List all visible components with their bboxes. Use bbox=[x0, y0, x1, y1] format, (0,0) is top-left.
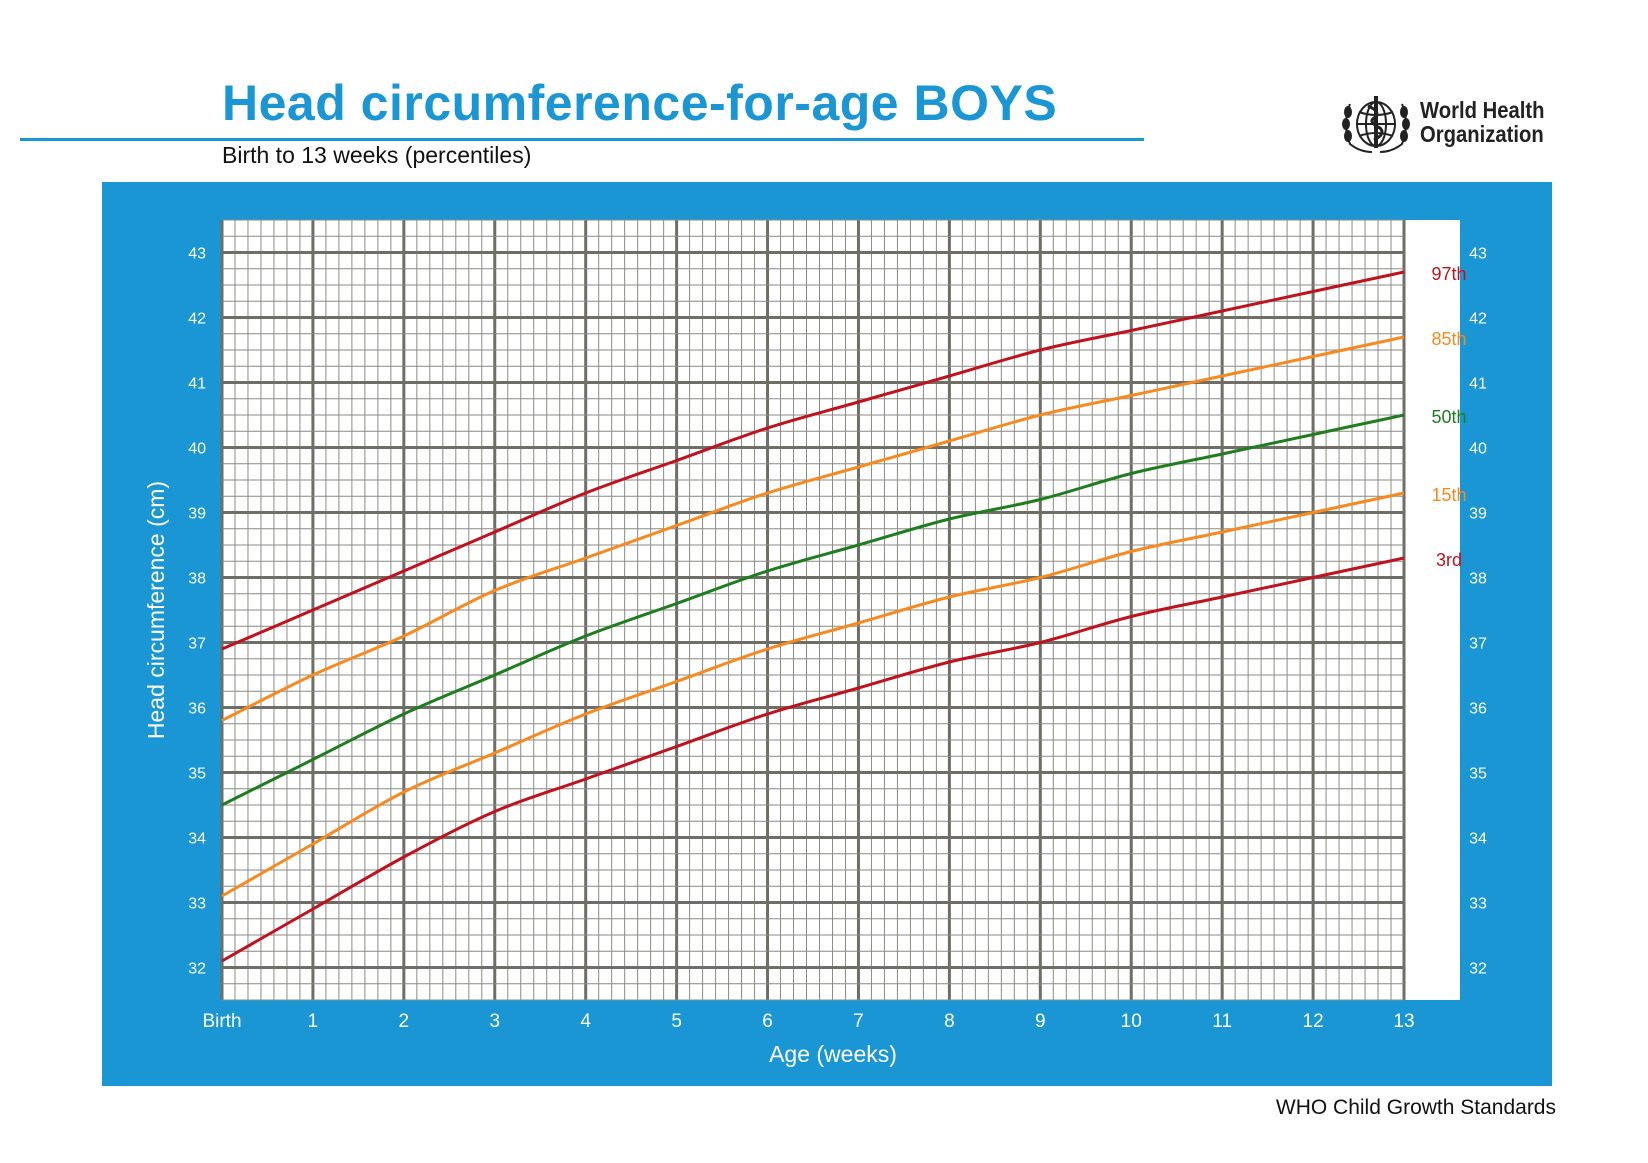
y-tick-label-right: 42 bbox=[1469, 311, 1487, 328]
x-tick-label: 4 bbox=[580, 1011, 591, 1032]
series-label-3rd: 3rd bbox=[1436, 550, 1462, 570]
y-tick-label-left: 41 bbox=[188, 376, 206, 393]
y-tick-label-right: 33 bbox=[1469, 896, 1487, 913]
x-tick-label: 3 bbox=[489, 1011, 500, 1032]
chart-subtitle: Birth to 13 weeks (percentiles) bbox=[222, 142, 532, 168]
x-tick-label: Birth bbox=[202, 1011, 241, 1032]
series-line-85th bbox=[221, 335, 1405, 722]
y-tick-label-left: 39 bbox=[188, 506, 206, 523]
y-tick-label-left: 38 bbox=[188, 571, 206, 588]
series-line-50th bbox=[221, 413, 1405, 807]
series-label-50th: 50th bbox=[1431, 407, 1466, 427]
x-tick-label: 7 bbox=[853, 1011, 864, 1032]
x-tick-label: 5 bbox=[671, 1011, 682, 1032]
x-tick-label: 1 bbox=[308, 1011, 319, 1032]
y-axis-right: 32 33 34 35 36 37 38 39 40 41 42 43 bbox=[1469, 246, 1487, 978]
y-tick-label-left: 34 bbox=[188, 831, 206, 848]
y-tick-label-right: 39 bbox=[1469, 506, 1487, 523]
series-lines bbox=[221, 270, 1405, 963]
who-wordmark: World Health Organization bbox=[1420, 98, 1544, 146]
x-tick-label: 12 bbox=[1303, 1011, 1324, 1032]
x-tick-label: 2 bbox=[399, 1011, 410, 1032]
x-axis-title: Age (weeks) bbox=[769, 1041, 897, 1067]
y-tick-label-left: 40 bbox=[188, 441, 206, 458]
y-tick-label-right: 35 bbox=[1469, 766, 1487, 783]
y-tick-label-left: 33 bbox=[188, 896, 206, 913]
series-label-85th: 85th bbox=[1431, 329, 1466, 349]
x-tick-label: 10 bbox=[1121, 1011, 1142, 1032]
chart-panel: 32 33 34 35 36 37 38 39 40 41 42 43 32 33 34 35 36 37 38 3… bbox=[102, 182, 1552, 1086]
x-tick-label: 13 bbox=[1393, 1011, 1414, 1032]
x-axis: Birth 1 2 3 4 5 6 7 8 9 10 11 12 13 bbox=[202, 1011, 1414, 1032]
footer-source: WHO Child Growth Standards bbox=[1275, 1096, 1556, 1119]
series-label-15th: 15th bbox=[1431, 485, 1466, 505]
chart-title: Head circumference-for-age BOYS bbox=[222, 75, 1058, 131]
y-tick-label-left: 32 bbox=[188, 961, 206, 978]
y-axis-title: Head circumference (cm) bbox=[143, 481, 169, 739]
org-name-line2: Organization bbox=[1420, 121, 1544, 147]
grid bbox=[220, 219, 1406, 1001]
y-tick-label-right: 41 bbox=[1469, 376, 1487, 393]
y-tick-label-right: 36 bbox=[1469, 701, 1487, 718]
label-strip bbox=[1404, 220, 1460, 1000]
x-tick-label: 8 bbox=[944, 1011, 955, 1032]
y-tick-label-left: 43 bbox=[188, 246, 206, 263]
y-tick-label-right: 34 bbox=[1469, 831, 1487, 848]
y-tick-label-left: 36 bbox=[188, 701, 206, 718]
org-name-line1: World Health bbox=[1420, 97, 1545, 123]
series-labels: 3rd 15th 50th 85th 97th bbox=[1431, 264, 1466, 570]
x-tick-label: 11 bbox=[1212, 1011, 1232, 1032]
series-label-97th: 97th bbox=[1431, 264, 1466, 284]
y-tick-label-left: 37 bbox=[188, 636, 206, 653]
y-axis-left: 32 33 34 35 36 37 38 39 40 41 42 43 bbox=[188, 246, 206, 978]
y-tick-label-right: 40 bbox=[1469, 441, 1487, 458]
y-tick-label-right: 32 bbox=[1469, 961, 1487, 978]
y-tick-label-left: 42 bbox=[188, 311, 206, 328]
y-tick-label-left: 35 bbox=[188, 766, 206, 783]
series-line-15th bbox=[221, 491, 1405, 898]
series-line-97th bbox=[221, 270, 1405, 651]
x-tick-label: 9 bbox=[1035, 1011, 1046, 1032]
title-underline bbox=[20, 138, 1144, 141]
series-line-3rd bbox=[221, 556, 1405, 963]
who-emblem-icon bbox=[1342, 96, 1410, 153]
y-tick-label-right: 37 bbox=[1469, 636, 1487, 653]
x-tick-label: 6 bbox=[762, 1011, 773, 1032]
y-tick-label-right: 38 bbox=[1469, 571, 1487, 588]
y-tick-label-right: 43 bbox=[1469, 246, 1487, 263]
